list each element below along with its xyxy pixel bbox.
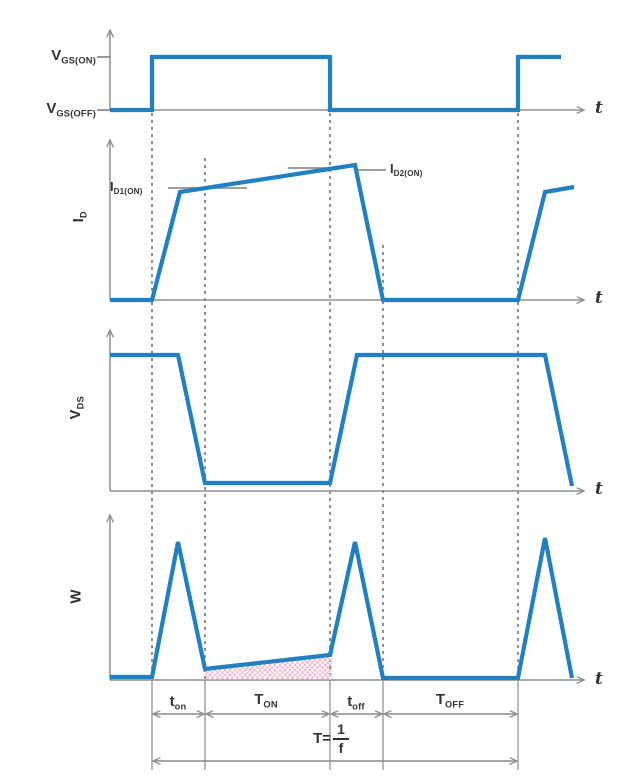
power-axis-label: W <box>67 589 85 604</box>
waveform-id <box>110 162 575 303</box>
vgs-on-level-label: VGS(ON) <box>51 47 96 66</box>
time-axis-label-id: t <box>595 288 603 308</box>
ton-interval-label: ton <box>169 693 187 712</box>
waveform-w <box>110 537 575 681</box>
id2-on-label: ID2(ON) <box>390 161 423 178</box>
waveform-vgs <box>110 54 561 113</box>
vds-axis-label: VDS <box>67 396 86 420</box>
time-axis-label-vgs: t <box>595 98 603 118</box>
time-axis-label-vds: t <box>595 479 603 499</box>
T-off-interval-label: TOFF <box>435 691 465 710</box>
waveform-vds <box>110 352 575 487</box>
vgs-off-level-label: VGS(OFF) <box>46 100 96 119</box>
toff-interval-label: toff <box>347 693 365 712</box>
period-formula-label: T= 1 f <box>281 722 381 755</box>
id-axis-label: ID <box>70 211 89 223</box>
time-axis-label-w: t <box>595 669 603 689</box>
T-on-interval-label: TON <box>254 691 278 710</box>
id1-on-label: ID1(ON) <box>110 179 143 196</box>
